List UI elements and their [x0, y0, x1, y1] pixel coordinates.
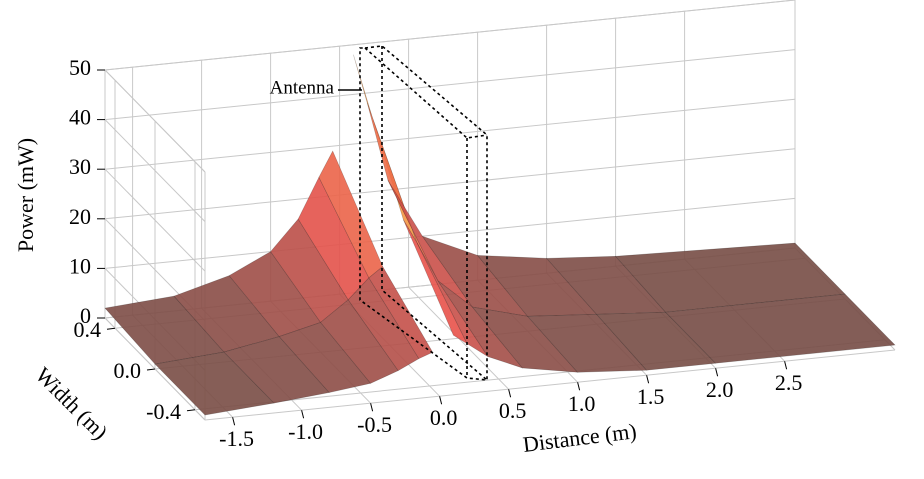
antenna-edge [364, 47, 488, 139]
surface-patch [368, 266, 434, 360]
x-tick [715, 368, 719, 377]
x-tick [370, 403, 374, 412]
x-tick-label: -1.5 [219, 426, 254, 451]
x-tick-label: 0.0 [430, 405, 458, 430]
y-tick [146, 368, 156, 371]
z-tick-label: 50 [69, 55, 91, 80]
grid-line [104, 49, 796, 121]
z-tick-label: 40 [69, 105, 91, 130]
z-tick-label: 10 [69, 253, 91, 278]
x-tick [784, 361, 788, 370]
grid-line [104, 168, 206, 272]
x-tick [232, 417, 236, 426]
y-tick-label: 0.0 [114, 358, 142, 383]
grid-line [104, 98, 796, 170]
grid-line [104, 148, 796, 220]
surface-patch [614, 242, 846, 313]
grid-line [104, 119, 206, 222]
x-tick [646, 375, 650, 384]
x-tick-label: -1.0 [288, 419, 323, 444]
grid-line [104, 69, 206, 173]
antenna-edge [381, 46, 488, 381]
x-axis-label: Distance (m) [521, 418, 637, 457]
y-tick-label: 0.4 [74, 317, 102, 342]
y-tick [186, 409, 196, 412]
x-tick [439, 396, 443, 405]
x-tick-label: 0.5 [499, 398, 527, 423]
y-tick-label: -0.4 [146, 399, 181, 424]
x-tick-label: 2.5 [775, 370, 803, 395]
surface-patch [318, 150, 384, 279]
x-tick-label: 2.0 [706, 377, 734, 402]
surface-patch [664, 293, 896, 364]
annotation: Antenna [270, 77, 335, 98]
z-tick-label: 20 [69, 204, 91, 229]
z-tick-label: 30 [69, 154, 91, 179]
surface [104, 54, 896, 416]
x-tick [301, 410, 305, 419]
box-edge [204, 349, 896, 421]
grid-line [104, 197, 796, 269]
z-axis-label: Power (mW) [13, 138, 38, 252]
antenna-box [338, 45, 488, 381]
x-tick [577, 382, 581, 391]
x-tick-label: -0.5 [357, 412, 392, 437]
y-axis-label: Width (m) [31, 362, 113, 444]
x-tick-label: 1.5 [637, 384, 665, 409]
x-tick-label: 1.0 [568, 391, 596, 416]
grid-line [104, 0, 796, 71]
y-tick [106, 327, 116, 330]
x-tick [508, 389, 512, 398]
z-tick-label: 0 [80, 303, 91, 328]
